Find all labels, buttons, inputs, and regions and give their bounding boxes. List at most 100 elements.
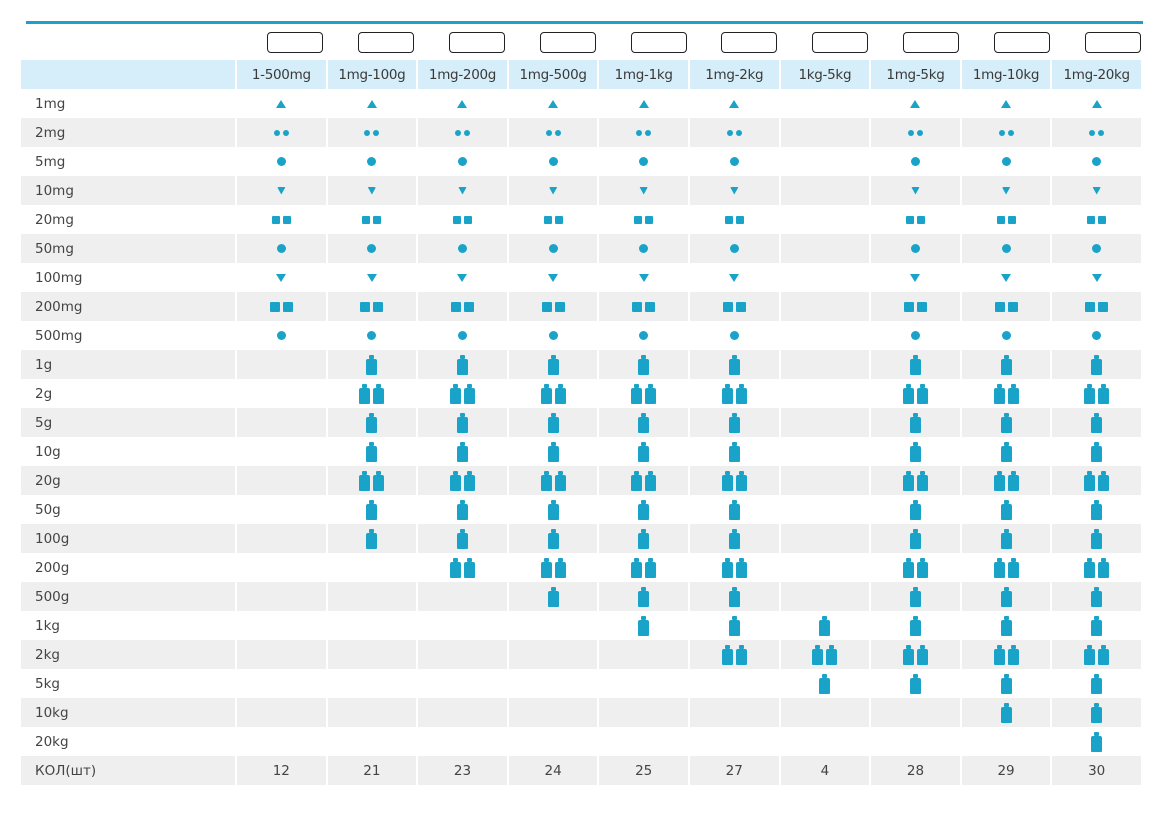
double-square-large-icon xyxy=(360,301,384,312)
weight-icon xyxy=(1091,702,1103,723)
table-cell xyxy=(871,176,960,205)
table-cell xyxy=(871,292,960,321)
table-cell xyxy=(1052,118,1141,147)
table-cell xyxy=(871,147,960,176)
total-count: 28 xyxy=(871,756,960,785)
column-header: 1mg-20kg xyxy=(1052,60,1141,89)
table-cell xyxy=(328,379,417,408)
table-cell xyxy=(1052,640,1141,669)
table-cell xyxy=(961,350,1051,379)
double-weight-icon xyxy=(540,470,566,491)
table-cell xyxy=(328,205,417,234)
row-label: 50g xyxy=(35,501,61,518)
table-cell xyxy=(237,611,326,640)
triangle-icon xyxy=(1091,99,1102,108)
weight-icon xyxy=(547,412,559,433)
double-dot-icon xyxy=(726,129,742,136)
table-cell xyxy=(961,698,1051,727)
table-cell xyxy=(418,437,507,466)
hexagon-icon xyxy=(1001,244,1011,253)
row-label: 10mg xyxy=(21,176,235,205)
table-cell xyxy=(689,698,779,727)
table-cell xyxy=(689,640,779,669)
table-cell xyxy=(961,292,1051,321)
weight-icon xyxy=(728,354,740,375)
double-dot-icon xyxy=(907,129,923,136)
table-row: 5mg xyxy=(21,147,1141,176)
table-cell xyxy=(962,611,1051,640)
table-cell xyxy=(237,408,326,437)
double-weight-icon xyxy=(1084,470,1110,491)
triangle-down-icon xyxy=(276,273,287,282)
weight-icon xyxy=(728,499,740,520)
table-cell xyxy=(237,582,326,611)
weight-icon xyxy=(638,441,650,462)
table-cell xyxy=(962,147,1051,176)
table-cell xyxy=(508,118,598,147)
double-square-icon xyxy=(905,215,925,224)
table-cell xyxy=(599,234,688,263)
table-cell xyxy=(418,350,507,379)
table-cell xyxy=(781,205,870,234)
table-cell xyxy=(871,466,960,495)
table-cell xyxy=(509,437,598,466)
heart-icon xyxy=(276,186,286,195)
weight-case-icon xyxy=(903,32,959,53)
double-weight-icon xyxy=(1084,557,1110,578)
row-label: 1g xyxy=(21,350,235,379)
table-cell xyxy=(871,437,960,466)
row-label: 500g xyxy=(21,582,235,611)
table-cell xyxy=(871,89,960,118)
weight-icon xyxy=(638,528,650,549)
table-cell xyxy=(871,234,960,263)
table-cell xyxy=(327,234,417,263)
table-cell xyxy=(871,640,960,669)
double-weight-icon xyxy=(631,470,657,491)
weight-icon xyxy=(1091,586,1103,607)
table-row: 100mg xyxy=(21,263,1141,292)
hexagon-icon xyxy=(910,331,920,340)
table-cell xyxy=(599,147,688,176)
table-cell xyxy=(599,553,688,582)
triangle-down-icon xyxy=(548,273,559,282)
table-cell xyxy=(781,321,870,350)
table-cell xyxy=(328,495,417,524)
table-cell xyxy=(509,205,598,234)
table-cell xyxy=(961,524,1051,553)
double-weight-icon xyxy=(993,644,1019,665)
row-label: 100mg xyxy=(35,269,83,286)
table-cell xyxy=(781,437,870,466)
table-cell xyxy=(1052,437,1141,466)
double-weight-icon xyxy=(902,470,928,491)
table-cell xyxy=(781,379,870,408)
triangle-icon xyxy=(1001,99,1012,108)
table-cell xyxy=(961,466,1051,495)
table-cell xyxy=(1052,350,1141,379)
hexagon-icon xyxy=(457,157,467,166)
double-weight-icon xyxy=(631,557,657,578)
column-header: 1mg-2kg xyxy=(689,60,779,89)
triangle-down-icon xyxy=(638,273,649,282)
table-cell xyxy=(961,118,1051,147)
total-row: КОЛ(шт) 12 21 23 24 25 27 4 28 29 30 xyxy=(21,756,1141,785)
row-label: 100g xyxy=(21,524,235,553)
table-cell xyxy=(418,611,507,640)
heart-icon xyxy=(1092,186,1102,195)
table-row: 200g xyxy=(21,553,1141,582)
table-cell xyxy=(690,89,779,118)
double-weight-icon xyxy=(993,557,1019,578)
table-cell xyxy=(237,437,326,466)
double-weight-icon xyxy=(449,557,475,578)
weight-case-icon xyxy=(721,32,778,53)
table-cell xyxy=(599,640,688,669)
table-cell xyxy=(1052,669,1141,698)
table-cell xyxy=(237,234,326,263)
table-cell xyxy=(961,582,1051,611)
weight-icon xyxy=(909,412,921,433)
weight-icon xyxy=(728,586,740,607)
weight-icon xyxy=(1000,615,1012,636)
table-cell xyxy=(962,495,1051,524)
table-cell xyxy=(871,698,960,727)
table-cell xyxy=(418,582,507,611)
table-cell xyxy=(690,669,779,698)
